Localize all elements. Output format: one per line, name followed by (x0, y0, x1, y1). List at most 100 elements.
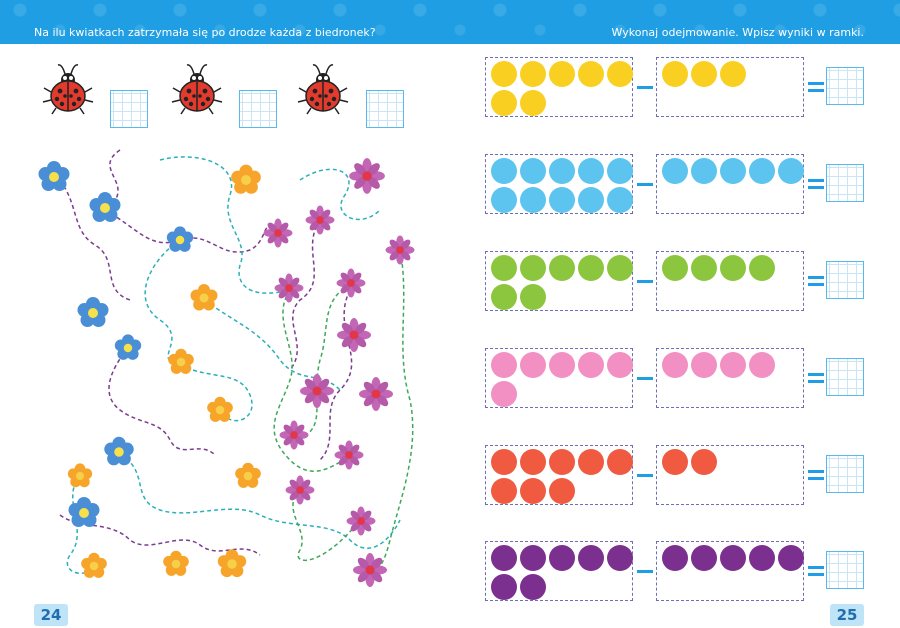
counter-dot (720, 352, 746, 378)
counter-dot (607, 158, 633, 184)
counter-dot (607, 545, 633, 571)
ladybug-icon (297, 64, 349, 115)
maze-path (108, 347, 216, 456)
minuend-frame (485, 154, 633, 214)
counter-dot (491, 187, 517, 213)
counter-dot (778, 545, 804, 571)
minus-sign (637, 86, 653, 89)
counter-dot (720, 158, 746, 184)
counter-dot (491, 574, 517, 600)
counter-dot (607, 352, 633, 378)
maze-path (179, 364, 253, 422)
subtrahend-frame (656, 445, 804, 505)
counter-dot (749, 352, 775, 378)
subtrahend-frame (656, 348, 804, 408)
counter-dot (749, 545, 775, 571)
ladybug-icon (42, 64, 94, 115)
maze-path (319, 289, 353, 461)
maze-path (104, 209, 281, 253)
minuend-frame (485, 541, 633, 601)
minus-sign (637, 377, 653, 380)
minus-sign (637, 474, 653, 477)
page-number-right: 25 (830, 604, 864, 626)
result-answer-box[interactable] (826, 358, 864, 396)
counter-dot (578, 352, 604, 378)
minus-sign (637, 183, 653, 186)
counter-dot (578, 61, 604, 87)
counter-dot (491, 255, 517, 281)
ladybug-answer-box[interactable] (239, 90, 277, 128)
minuend-frame (485, 348, 633, 408)
subtrahend-frame (656, 154, 804, 214)
counter-dot (607, 61, 633, 87)
maze-path (144, 239, 181, 366)
subtrahend-frame (656, 57, 804, 117)
counter-dot (607, 255, 633, 281)
equals-sign (808, 373, 824, 383)
right-instruction: Wykonaj odejmowanie. Wpisz wyniki w ramk… (611, 26, 864, 39)
counter-dot (520, 158, 546, 184)
ladybug-icon (171, 64, 223, 115)
ladybug-answer-box[interactable] (366, 90, 404, 128)
maze-path (371, 249, 414, 573)
maze-path (204, 299, 341, 391)
counter-dot (520, 352, 546, 378)
counter-dot (578, 545, 604, 571)
counter-dot (520, 284, 546, 310)
counter-dot (578, 158, 604, 184)
counter-dot (491, 90, 517, 116)
page-header: Na ilu kwiatkach zatrzymała się po drodz… (0, 0, 900, 44)
counter-dot (491, 158, 517, 184)
result-answer-box[interactable] (826, 67, 864, 105)
counter-dot (520, 61, 546, 87)
minuend-frame (485, 251, 633, 311)
counter-dot (691, 158, 717, 184)
result-answer-box[interactable] (826, 261, 864, 299)
counter-dot (662, 449, 688, 475)
counter-dot (491, 381, 517, 407)
ladybug-answer-box[interactable] (110, 90, 148, 128)
counter-dot (520, 255, 546, 281)
maze-path (292, 489, 361, 561)
flower-icon (38, 158, 415, 587)
subtrahend-frame (656, 541, 804, 601)
counter-dot (662, 158, 688, 184)
maze-path (66, 474, 96, 574)
counter-dot (491, 545, 517, 571)
minus-sign (637, 570, 653, 573)
result-answer-box[interactable] (826, 455, 864, 493)
counter-dot (720, 545, 746, 571)
counter-dot (549, 61, 575, 87)
counter-dot (578, 187, 604, 213)
maze-path (159, 156, 291, 294)
counter-dot (549, 158, 575, 184)
counter-dot (491, 478, 517, 504)
counter-dot (491, 352, 517, 378)
result-answer-box[interactable] (826, 551, 864, 589)
counter-dot (720, 61, 746, 87)
maze-path (273, 289, 351, 472)
counter-dot (520, 545, 546, 571)
counter-dot (549, 478, 575, 504)
page-number-left: 24 (34, 604, 68, 626)
result-answer-box[interactable] (826, 164, 864, 202)
counter-dot (720, 255, 746, 281)
left-instruction: Na ilu kwiatkach zatrzymała się po drodz… (34, 26, 376, 39)
minuend-frame (485, 57, 633, 117)
counter-dot (691, 449, 717, 475)
counter-dot (662, 255, 688, 281)
counter-dot (607, 449, 633, 475)
maze-path (299, 168, 381, 221)
maze-path (294, 284, 351, 441)
equals-sign (808, 566, 824, 576)
counter-dot (549, 187, 575, 213)
counter-dot (491, 284, 517, 310)
counter-dot (691, 352, 717, 378)
equals-sign (808, 470, 824, 480)
counter-dot (749, 255, 775, 281)
equals-sign (808, 179, 824, 189)
counter-dot (691, 61, 717, 87)
counter-dot (691, 255, 717, 281)
equals-sign (808, 82, 824, 92)
